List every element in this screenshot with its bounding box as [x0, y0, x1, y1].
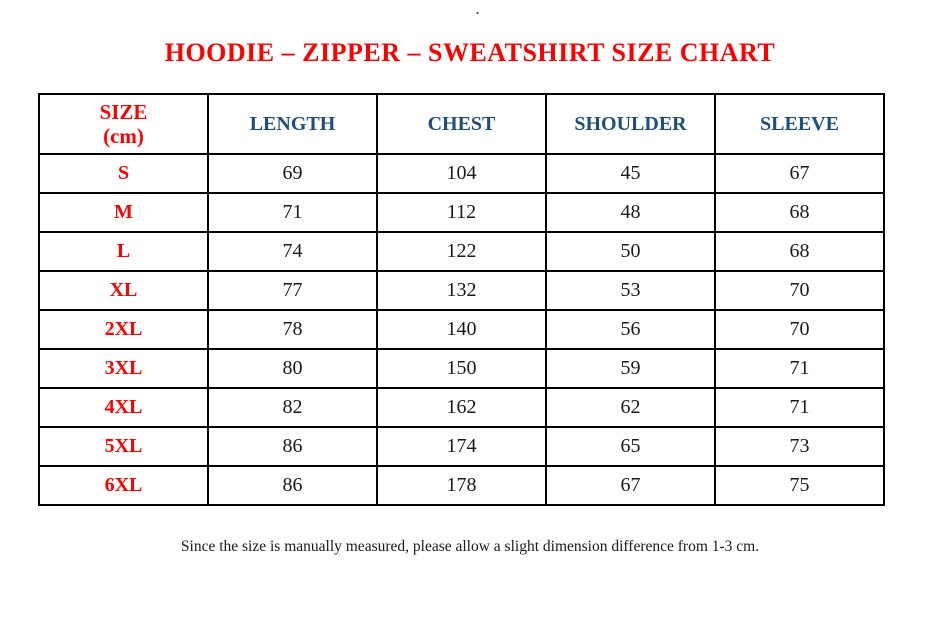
sleeve-cell: 70	[714, 309, 885, 350]
chest-cell: 150	[376, 348, 547, 389]
size-cell: M	[38, 192, 209, 233]
length-cell: 74	[207, 231, 378, 272]
length-cell: 77	[207, 270, 378, 311]
column-header-length: LENGTH	[207, 93, 378, 155]
sleeve-cell: 68	[714, 192, 885, 233]
column-header-size: SIZE (cm)	[38, 93, 209, 155]
stray-period-mark: .	[476, 3, 479, 17]
chest-cell: 104	[376, 153, 547, 194]
size-cell: L	[38, 231, 209, 272]
length-cell: 86	[207, 465, 378, 506]
size-cell: S	[38, 153, 209, 194]
shoulder-cell: 62	[545, 387, 716, 428]
page-title: HOODIE – ZIPPER – SWEATSHIRT SIZE CHART	[164, 38, 776, 67]
shoulder-cell: 65	[545, 426, 716, 467]
table-row-l: L 74 122 50 68	[38, 231, 885, 272]
measurement-disclaimer: Since the size is manually measured, ple…	[180, 538, 760, 555]
shoulder-cell: 67	[545, 465, 716, 506]
sleeve-cell: 75	[714, 465, 885, 506]
size-cell: 2XL	[38, 309, 209, 350]
size-chart-table: SIZE (cm) LENGTH CHEST SHOULDER SLEEVE S…	[38, 93, 885, 506]
shoulder-cell: 53	[545, 270, 716, 311]
column-header-shoulder: SHOULDER	[545, 93, 716, 155]
length-cell: 78	[207, 309, 378, 350]
table-row-4xl: 4XL 82 162 62 71	[38, 387, 885, 428]
header-row: SIZE (cm) LENGTH CHEST SHOULDER SLEEVE	[38, 93, 885, 155]
chest-cell: 174	[376, 426, 547, 467]
size-cell: 5XL	[38, 426, 209, 467]
sleeve-cell: 73	[714, 426, 885, 467]
length-cell: 80	[207, 348, 378, 389]
length-cell: 71	[207, 192, 378, 233]
table-row-5xl: 5XL 86 174 65 73	[38, 426, 885, 467]
chest-cell: 132	[376, 270, 547, 311]
size-header-line1: SIZE	[99, 99, 148, 124]
chest-cell: 162	[376, 387, 547, 428]
table-row-m: M 71 112 48 68	[38, 192, 885, 233]
shoulder-cell: 59	[545, 348, 716, 389]
chest-cell: 140	[376, 309, 547, 350]
chest-cell: 122	[376, 231, 547, 272]
size-cell: 6XL	[38, 465, 209, 506]
size-cell: 3XL	[38, 348, 209, 389]
sleeve-cell: 68	[714, 231, 885, 272]
shoulder-cell: 48	[545, 192, 716, 233]
column-header-sleeve: SLEEVE	[714, 93, 885, 155]
chest-cell: 112	[376, 192, 547, 233]
table-row-3xl: 3XL 80 150 59 71	[38, 348, 885, 389]
length-cell: 69	[207, 153, 378, 194]
shoulder-cell: 50	[545, 231, 716, 272]
sleeve-cell: 67	[714, 153, 885, 194]
table-row-s: S 69 104 45 67	[38, 153, 885, 194]
length-cell: 82	[207, 387, 378, 428]
table-row-xl: XL 77 132 53 70	[38, 270, 885, 311]
sleeve-cell: 70	[714, 270, 885, 311]
size-cell: 4XL	[38, 387, 209, 428]
length-cell: 86	[207, 426, 378, 467]
sleeve-cell: 71	[714, 387, 885, 428]
size-cell: XL	[38, 270, 209, 311]
chest-cell: 178	[376, 465, 547, 506]
column-header-chest: CHEST	[376, 93, 547, 155]
shoulder-cell: 45	[545, 153, 716, 194]
size-header-line2: (cm)	[103, 124, 144, 148]
shoulder-cell: 56	[545, 309, 716, 350]
sleeve-cell: 71	[714, 348, 885, 389]
table-row-6xl: 6XL 86 178 67 75	[38, 465, 885, 506]
table-row-2xl: 2XL 78 140 56 70	[38, 309, 885, 350]
